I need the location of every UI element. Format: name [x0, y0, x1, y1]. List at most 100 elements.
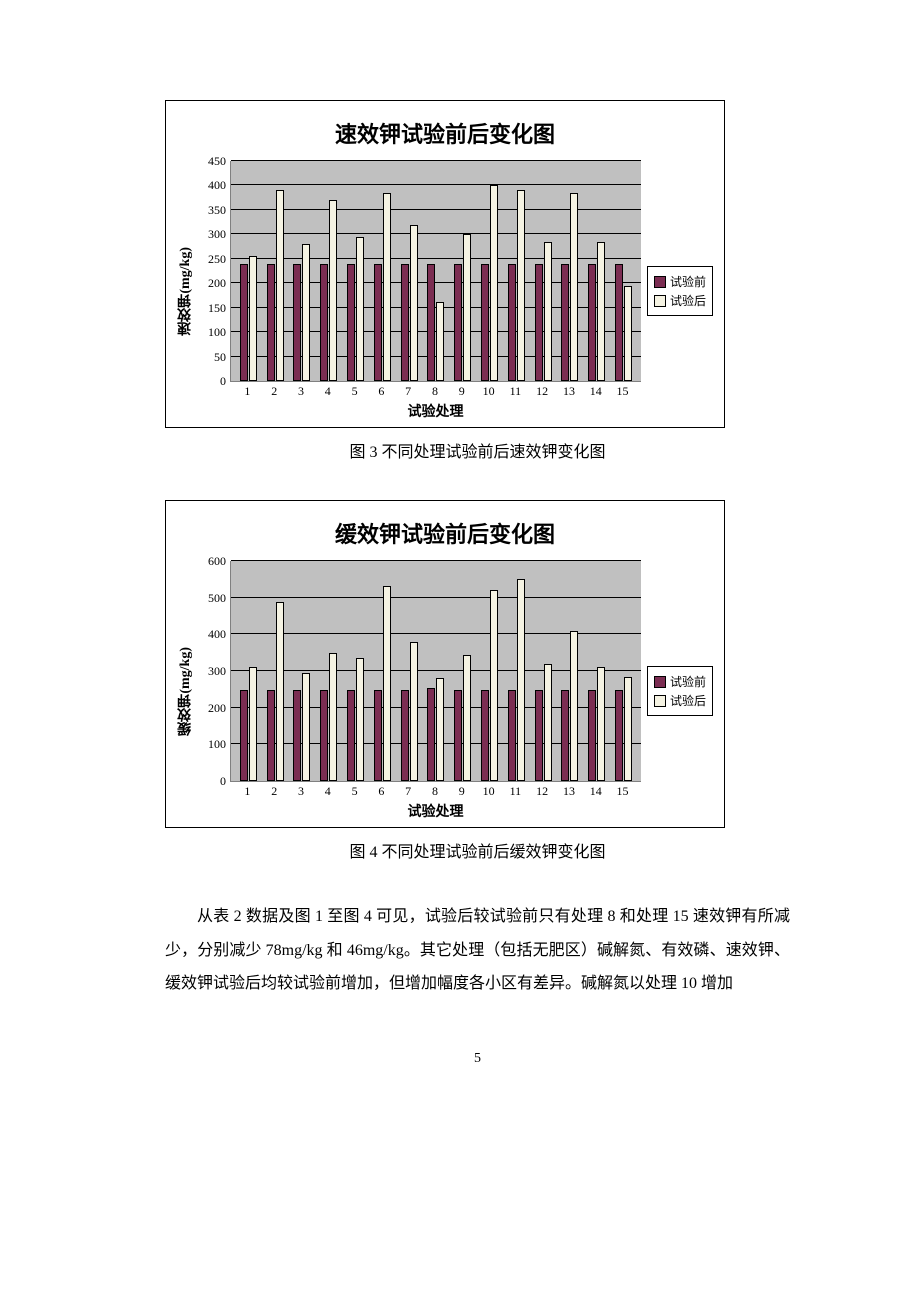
- legend-label: 试验后: [670, 692, 706, 709]
- bar-group: [262, 161, 289, 381]
- bar: [410, 225, 418, 381]
- bar-group: [449, 561, 476, 781]
- bar: [436, 302, 444, 381]
- bar-group: [610, 161, 637, 381]
- bar-group: [503, 161, 530, 381]
- chart-1-plot-wrap: 123456789101112131415 试验处理: [230, 161, 641, 421]
- x-tick: 5: [341, 784, 368, 799]
- bar-group: [449, 161, 476, 381]
- x-tick: 4: [314, 784, 341, 799]
- bar-group: [423, 161, 450, 381]
- bar: [240, 690, 248, 781]
- bar: [267, 690, 275, 781]
- figure-3-caption: 图 3 不同处理试验前后速效钾变化图: [165, 438, 790, 462]
- x-tick: 8: [422, 384, 449, 399]
- bar-group: [315, 161, 342, 381]
- x-tick: 2: [261, 784, 288, 799]
- bar-group: [610, 561, 637, 781]
- page: 速效钾试验前后变化图 速效钾(mg/kg) 050100150200250300…: [0, 0, 920, 1107]
- x-tick: 3: [288, 784, 315, 799]
- chart-2-legend: 试验前试验后: [647, 666, 713, 716]
- bar: [588, 264, 596, 381]
- x-tick: 1: [234, 384, 261, 399]
- bar: [588, 690, 596, 781]
- bar: [329, 653, 337, 781]
- bar: [535, 264, 543, 381]
- x-tick: 4: [314, 384, 341, 399]
- x-tick: 5: [341, 384, 368, 399]
- bar-group: [315, 561, 342, 781]
- bar-group: [369, 561, 396, 781]
- bar: [320, 264, 328, 381]
- x-tick: 6: [368, 384, 395, 399]
- chart-1-frame: 速效钾试验前后变化图 速效钾(mg/kg) 050100150200250300…: [165, 100, 725, 428]
- bar-group: [289, 161, 316, 381]
- legend-swatch: [654, 276, 666, 288]
- bar: [347, 690, 355, 781]
- bar: [436, 678, 444, 781]
- bar: [401, 264, 409, 381]
- bar: [570, 631, 578, 781]
- bar: [508, 690, 516, 781]
- legend-swatch: [654, 676, 666, 688]
- bar: [410, 642, 418, 781]
- bar: [240, 264, 248, 381]
- legend-label: 试验前: [670, 673, 706, 690]
- legend-row: 试验后: [654, 292, 706, 309]
- x-tick: 13: [556, 784, 583, 799]
- bar: [356, 658, 364, 781]
- x-tick: 15: [609, 784, 636, 799]
- bar: [356, 237, 364, 381]
- bar: [517, 579, 525, 781]
- bar: [347, 264, 355, 381]
- bar: [597, 667, 605, 781]
- bar: [249, 256, 257, 381]
- bar-group: [557, 561, 584, 781]
- chart-1-body: 速效钾(mg/kg) 050100150200250300350400450 1…: [174, 161, 716, 421]
- bar: [481, 264, 489, 381]
- chart-1-yaxis: 050100150200250300350400450: [198, 161, 230, 421]
- bar: [463, 234, 471, 381]
- bar: [490, 185, 498, 381]
- chart-1-xticks: 123456789101112131415: [230, 382, 640, 399]
- chart-1-ylabel: 速效钾(mg/kg): [174, 247, 198, 336]
- bar: [249, 667, 257, 781]
- legend-row: 试验后: [654, 692, 706, 709]
- x-tick: 10: [475, 784, 502, 799]
- bar: [427, 688, 435, 782]
- legend-swatch: [654, 695, 666, 707]
- bar-group: [530, 561, 557, 781]
- x-tick: 7: [395, 384, 422, 399]
- x-tick: 9: [448, 784, 475, 799]
- x-tick: 15: [609, 384, 636, 399]
- x-tick: 12: [529, 384, 556, 399]
- bar-group: [423, 561, 450, 781]
- chart-1-title: 速效钾试验前后变化图: [174, 117, 716, 149]
- bar-group: [262, 561, 289, 781]
- bar: [615, 690, 623, 781]
- bar: [374, 264, 382, 381]
- bar: [561, 264, 569, 381]
- paragraph-text: 从表 2 数据及图 1 至图 4 可见，试验后较试验前只有处理 8 和处理 15…: [165, 900, 790, 1001]
- bar: [329, 200, 337, 381]
- x-tick: 12: [529, 784, 556, 799]
- chart-2-frame: 缓效钾试验前后变化图 缓效钾(mg/kg) 010020030040050060…: [165, 500, 725, 828]
- bars-container: [231, 561, 641, 781]
- bar: [302, 673, 310, 781]
- bar: [454, 690, 462, 781]
- bar: [544, 664, 552, 781]
- legend-row: 试验前: [654, 673, 706, 690]
- bar-group: [396, 161, 423, 381]
- x-tick: 6: [368, 784, 395, 799]
- bar-group: [476, 561, 503, 781]
- bar: [276, 602, 284, 781]
- bar: [517, 190, 525, 381]
- bar-group: [235, 161, 262, 381]
- x-tick: 11: [502, 384, 529, 399]
- bar: [561, 690, 569, 781]
- chart-2-body: 缓效钾(mg/kg) 0100200300400500600 123456789…: [174, 561, 716, 821]
- chart-2-plot: [230, 561, 641, 782]
- chart-2-xlabel: 试验处理: [230, 799, 641, 821]
- bar: [374, 690, 382, 781]
- bar: [383, 193, 391, 381]
